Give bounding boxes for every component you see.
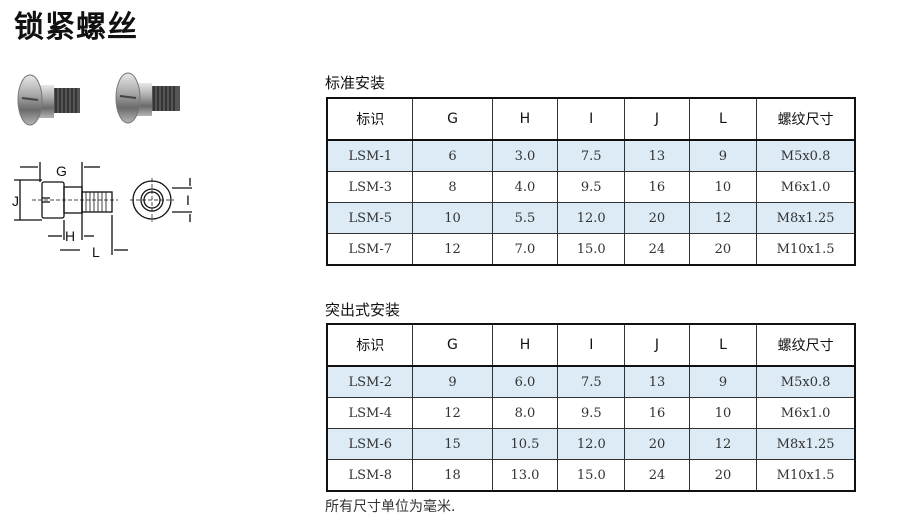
column-header: L <box>688 323 758 367</box>
table-cell: 10.5 <box>491 428 559 460</box>
table-cell: LSM-4 <box>326 397 414 429</box>
table-cell: 7.5 <box>557 139 626 172</box>
column-header: J <box>624 323 690 367</box>
table-cell: 24 <box>624 233 690 266</box>
screw-image-1 <box>17 74 80 126</box>
table-cell: M10x1.5 <box>756 459 856 492</box>
column-header: 螺纹尺寸 <box>756 97 856 141</box>
table-cell: 7.5 <box>557 365 626 398</box>
column-header: 螺纹尺寸 <box>756 323 856 367</box>
column-header: 标识 <box>326 97 414 141</box>
table-cell: 18 <box>412 459 493 492</box>
table-row: LSM-3 8 4.0 9.5 16 10 M6x1.0 <box>326 171 856 203</box>
table-row: LSM-1 6 3.0 7.5 13 9 M5x0.8 <box>326 139 856 172</box>
table-cell: 9 <box>688 139 758 172</box>
table-cell: 16 <box>624 397 690 429</box>
column-header: H <box>491 97 559 141</box>
column-header: J <box>624 97 690 141</box>
column-header: H <box>491 323 559 367</box>
dim-label-h: H <box>65 228 75 244</box>
table-cell: 9.5 <box>557 397 626 429</box>
table-cell: LSM-5 <box>326 202 414 234</box>
table-cell: M10x1.5 <box>756 233 856 266</box>
table-cell: 9 <box>412 365 493 398</box>
table-cell: 15.0 <box>557 459 626 492</box>
table-header-row: 标识 G H I J L 螺纹尺寸 <box>326 97 856 141</box>
table-cell: 15.0 <box>557 233 626 266</box>
table-cell: 16 <box>624 171 690 203</box>
table-cell: 10 <box>688 171 758 203</box>
table-cell: LSM-1 <box>326 139 414 172</box>
table-cell: 12 <box>688 202 758 234</box>
table-row: LSM-8 18 13.0 15.0 24 20 M10x1.5 <box>326 459 856 492</box>
table-cell: LSM-6 <box>326 428 414 460</box>
table-cell: 3.0 <box>491 139 559 172</box>
table-row: LSM-7 12 7.0 15.0 24 20 M10x1.5 <box>326 233 856 266</box>
screw-image-2 <box>115 72 180 124</box>
table-header-row: 标识 G H I J L 螺纹尺寸 <box>326 323 856 367</box>
column-header: L <box>688 97 758 141</box>
table-cell: 12.0 <box>557 428 626 460</box>
page-title: 锁紧螺丝 <box>14 10 138 45</box>
table-cell: 8.0 <box>491 397 559 429</box>
table-cell: M6x1.0 <box>756 397 856 429</box>
table-cell: M5x0.8 <box>756 139 856 172</box>
dim-label-g: G <box>56 163 67 179</box>
table-cell: 9 <box>688 365 758 398</box>
table-cell: 12 <box>412 397 493 429</box>
table-cell: 4.0 <box>491 171 559 203</box>
table-cell: 20 <box>688 459 758 492</box>
dim-label-l: L <box>92 244 100 260</box>
column-header: I <box>557 323 626 367</box>
table-cell: 12 <box>412 233 493 266</box>
section-title-protruding: 突出式安装 <box>325 301 401 319</box>
column-header: G <box>412 97 493 141</box>
table-row: LSM-5 10 5.5 12.0 20 12 M8x1.25 <box>326 202 856 234</box>
table-cell: 13 <box>624 365 690 398</box>
table-row: LSM-6 15 10.5 12.0 20 12 M8x1.25 <box>326 428 856 460</box>
table-cell: LSM-8 <box>326 459 414 492</box>
spec-table-standard: 标识 G H I J L 螺纹尺寸 LSM-1 6 3.0 7.5 13 9 M5x0.8 LSM-3 8 4.… <box>326 97 856 266</box>
table-cell: 20 <box>624 428 690 460</box>
table-cell: 20 <box>624 202 690 234</box>
table-cell: 8 <box>412 171 493 203</box>
table-row: LSM-4 12 8.0 9.5 16 10 M6x1.0 <box>326 397 856 429</box>
table-cell: LSM-3 <box>326 171 414 203</box>
table-row: LSM-2 9 6.0 7.5 13 9 M5x0.8 <box>326 365 856 398</box>
column-header: I <box>557 97 626 141</box>
table-cell: 9.5 <box>557 171 626 203</box>
units-note: 所有尺寸单位为毫米. <box>325 499 456 515</box>
table-cell: 13 <box>624 139 690 172</box>
spec-table-protruding: 标识 G H I J L 螺纹尺寸 LSM-2 9 6.0 7.5 13 9 M5x0.8 LSM-4 12 8… <box>326 323 856 492</box>
table-cell: 5.5 <box>491 202 559 234</box>
table-cell: 10 <box>688 397 758 429</box>
table-cell: 7.0 <box>491 233 559 266</box>
table-cell: M5x0.8 <box>756 365 856 398</box>
dimension-drawing: G J H L I <box>12 162 192 260</box>
table-cell: M8x1.25 <box>756 202 856 234</box>
section-title-standard: 标准安装 <box>325 74 386 92</box>
table-cell: M8x1.25 <box>756 428 856 460</box>
column-header: G <box>412 323 493 367</box>
table-cell: 6 <box>412 139 493 172</box>
table-cell: 12.0 <box>557 202 626 234</box>
screw-photo-image <box>17 72 180 126</box>
table-cell: LSM-7 <box>326 233 414 266</box>
table-cell: 20 <box>688 233 758 266</box>
table-cell: 6.0 <box>491 365 559 398</box>
table-cell: LSM-2 <box>326 365 414 398</box>
table-cell: 10 <box>412 202 493 234</box>
table-cell: M6x1.0 <box>756 171 856 203</box>
dim-label-i: I <box>186 192 190 208</box>
table-cell: 24 <box>624 459 690 492</box>
table-cell: 12 <box>688 428 758 460</box>
column-header: 标识 <box>326 323 414 367</box>
dim-label-j: J <box>12 193 19 209</box>
table-cell: 13.0 <box>491 459 559 492</box>
table-cell: 15 <box>412 428 493 460</box>
